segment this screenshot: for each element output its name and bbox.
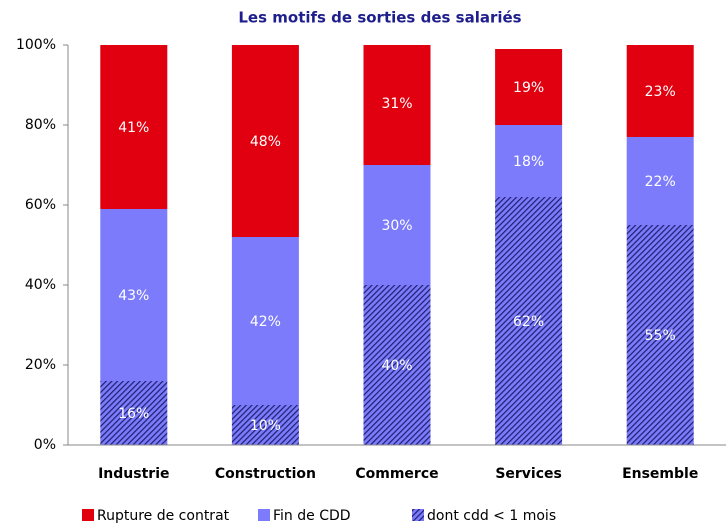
y-tick-label: 100% (16, 37, 56, 53)
bar-segment (495, 197, 563, 445)
bar-segment (363, 45, 431, 165)
value-label: 23% (645, 84, 676, 100)
bar-segment (626, 45, 694, 137)
value-label: 18% (513, 154, 544, 170)
bar-segment (231, 45, 299, 237)
y-tick-label: 80% (25, 117, 56, 133)
legend-swatch (82, 509, 94, 521)
legend-label: Rupture de contrat (97, 508, 230, 524)
x-tick-label: Services (495, 466, 562, 482)
legend-swatch (258, 509, 270, 521)
bar-segment (100, 209, 168, 381)
bar-segment (363, 285, 431, 445)
value-label: 43% (118, 288, 149, 304)
x-tick-label: Commerce (355, 466, 438, 482)
legend-label: Fin de CDD (273, 508, 351, 524)
value-label: 42% (250, 314, 281, 330)
x-tick-label: Industrie (98, 466, 169, 482)
legend-swatch (412, 509, 424, 521)
chart-title: Les motifs de sorties des salariés (238, 9, 521, 27)
value-label: 40% (381, 358, 412, 374)
value-label: 22% (645, 174, 676, 190)
value-label: 55% (645, 328, 676, 344)
y-tick-label: 40% (25, 277, 56, 293)
legend-label: dont cdd < 1 mois (427, 508, 556, 524)
bar-segment (100, 45, 168, 209)
value-label: 19% (513, 80, 544, 96)
bar-segment (100, 381, 168, 445)
value-label: 10% (250, 418, 281, 434)
value-label: 41% (118, 120, 149, 136)
y-tick-label: 60% (25, 197, 56, 213)
value-label: 16% (118, 406, 149, 422)
x-tick-label: Ensemble (622, 466, 698, 482)
x-tick-label: Construction (215, 466, 316, 482)
bar-segment (231, 405, 299, 445)
value-label: 48% (250, 134, 281, 150)
y-tick-label: 0% (34, 437, 56, 453)
value-label: 30% (381, 218, 412, 234)
value-label: 31% (381, 96, 412, 112)
bar-segment (495, 125, 563, 197)
value-label: 62% (513, 314, 544, 330)
bar-segment (495, 49, 563, 125)
bar-segment (363, 165, 431, 285)
y-tick-label: 20% (25, 357, 56, 373)
bar-segment (626, 225, 694, 445)
bar-segment (231, 237, 299, 405)
plot (100, 45, 694, 445)
bar-segment (626, 137, 694, 225)
